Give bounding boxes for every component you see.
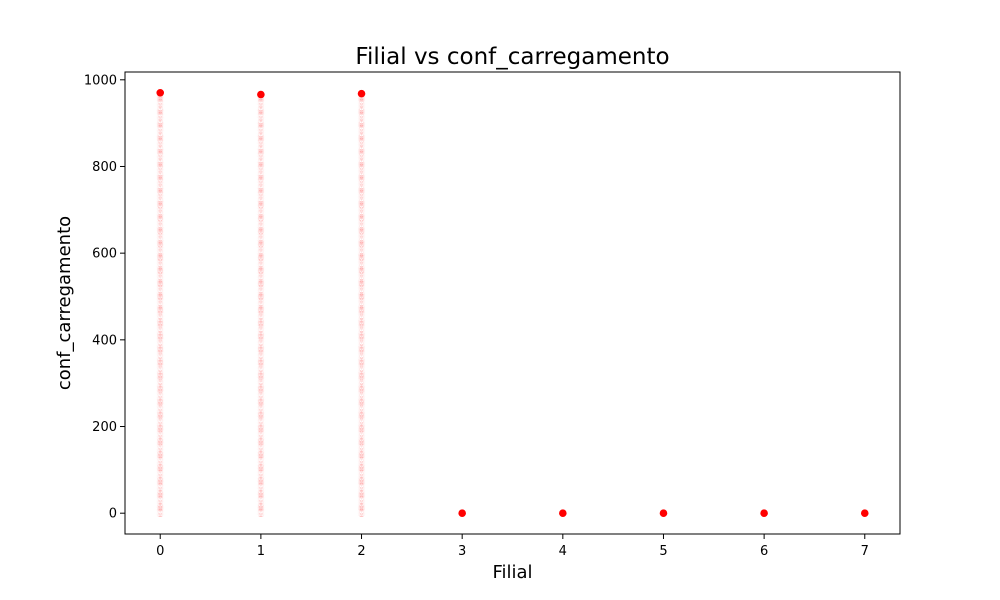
plot-area xyxy=(125,72,900,534)
chart-title: Filial vs conf_carregamento xyxy=(355,44,669,70)
plot-frame xyxy=(124,71,901,535)
scatter-point xyxy=(558,508,568,518)
y-tick-label: 600 xyxy=(92,247,117,262)
scatter-point xyxy=(155,88,165,98)
x-tick-label: 0 xyxy=(156,544,164,559)
y-tick-label: 400 xyxy=(92,333,117,348)
y-tick-label: 1000 xyxy=(84,73,117,88)
points-layer xyxy=(155,88,870,518)
x-tick-label: 3 xyxy=(458,544,466,559)
x-tick-label: 1 xyxy=(257,544,265,559)
x-tick-label: 5 xyxy=(659,544,667,559)
ticks-layer: 0 1 2 3 4 5 6 7 0 200 400 600 800 1000 xyxy=(84,73,869,559)
x-tick-label: 7 xyxy=(861,544,869,559)
scatter-point xyxy=(356,89,367,99)
y-tick-label: 0 xyxy=(109,507,117,522)
y-axis-title: conf_carregamento xyxy=(54,216,75,390)
scatter-point xyxy=(860,508,870,518)
x-tick-label: 6 xyxy=(760,544,768,559)
y-tick-label: 800 xyxy=(92,160,117,175)
x-tick-label: 2 xyxy=(357,544,365,559)
scatter-point xyxy=(658,508,669,518)
y-tick-label: 200 xyxy=(92,420,117,435)
x-axis-title: Filial xyxy=(492,562,532,583)
scatter-point xyxy=(759,508,769,518)
x-tick-label: 4 xyxy=(559,544,567,559)
scatter-point xyxy=(256,89,266,100)
scatter-point xyxy=(457,508,467,518)
